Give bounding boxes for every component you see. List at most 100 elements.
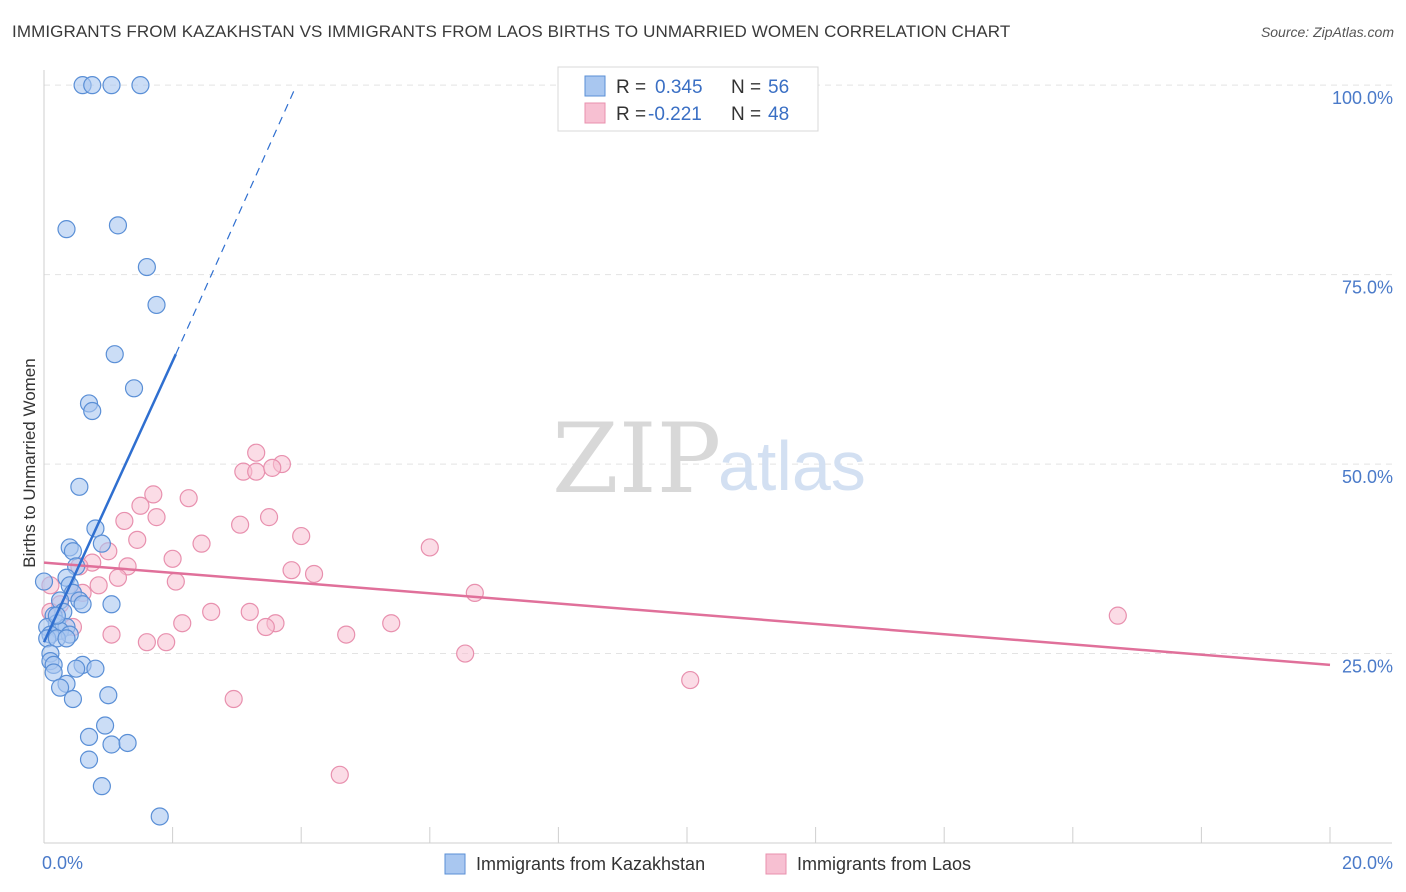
data-point-kazakhstan [102, 595, 121, 614]
data-point-kazakhstan [63, 542, 83, 561]
data-point-kazakhstan [34, 572, 54, 591]
tick-labels: 25.0% 50.0% 75.0% 100.0% 0.0% 20.0% [42, 88, 1393, 873]
data-point-laos [166, 572, 185, 591]
data-point-kazakhstan [118, 733, 137, 753]
legend-swatch-laos [584, 102, 606, 124]
data-point-laos [681, 670, 700, 690]
bottom-legend-label-laos: Immigrants from Laos [797, 854, 971, 874]
data-point-kazakhstan [44, 663, 63, 682]
data-point-kazakhstan [92, 534, 111, 553]
data-point-laos [304, 564, 324, 584]
data-point-laos [144, 485, 163, 504]
data-point-laos [131, 496, 150, 515]
trend-line-laos [43, 561, 1331, 667]
data-point-laos [157, 633, 176, 652]
data-point-kazakhstan [57, 629, 76, 648]
legend-n-label-kazakhstan: N = [731, 77, 761, 98]
data-point-laos [179, 489, 198, 508]
data-point-laos [247, 443, 266, 462]
data-point-kazakhstan [99, 686, 118, 705]
legend-r-label-kazakhstan: R = [616, 77, 646, 98]
data-point-kazakhstan [137, 257, 156, 277]
data-point-laos [147, 508, 166, 527]
data-point-kazakhstan [131, 76, 150, 95]
data-point-kazakhstan [73, 595, 92, 614]
data-point-laos [102, 625, 121, 644]
x-tick-label: 0.0% [42, 853, 83, 873]
data-point-kazakhstan [92, 777, 111, 796]
data-point-kazakhstan [105, 345, 124, 364]
data-point-laos [456, 644, 475, 663]
chart-title: IMMIGRANTS FROM KAZAKHSTAN VS IMMIGRANTS… [12, 22, 1011, 41]
series-kazakhstan [34, 76, 169, 826]
data-point-kazakhstan [147, 295, 166, 315]
data-point-laos [465, 583, 484, 603]
data-point-laos [282, 561, 301, 580]
data-point-kazakhstan [63, 689, 83, 709]
data-point-laos [128, 530, 147, 549]
axes [43, 70, 1392, 844]
y-axis-title: Births to Unmarried Women [20, 358, 39, 567]
data-point-kazakhstan [83, 76, 102, 95]
data-point-laos [292, 526, 311, 546]
data-point-laos [224, 689, 243, 709]
data-point-laos [1108, 606, 1127, 625]
data-point-laos [163, 549, 182, 568]
data-point-laos [89, 576, 108, 595]
data-point-kazakhstan [57, 220, 76, 239]
legend: R = 0.345 N = 56 R = -0.221 N = 48 [557, 66, 819, 132]
source-note: Source: ZipAtlas.com [1260, 24, 1394, 40]
data-point-kazakhstan [124, 379, 144, 398]
data-point-laos [192, 534, 211, 553]
data-point-laos [247, 462, 266, 481]
data-point-laos [330, 765, 349, 784]
grid-lines [44, 84, 1392, 655]
data-point-laos [115, 511, 134, 531]
data-point-kazakhstan [79, 727, 99, 747]
data-point-laos [420, 538, 439, 557]
y-tick-label: 100.0% [1332, 88, 1393, 108]
data-point-kazakhstan [70, 477, 89, 496]
data-point-kazakhstan [95, 716, 115, 735]
data-point-kazakhstan [67, 659, 86, 678]
legend-r-value-laos: -0.221 [648, 104, 702, 125]
bottom-legend-swatch-kazakhstan [444, 853, 466, 875]
data-point-kazakhstan [79, 750, 99, 769]
data-point-laos [240, 602, 259, 621]
legend-n-value-kazakhstan: 56 [768, 77, 789, 98]
watermark: ZIP atlas [552, 403, 866, 515]
trend-line-kazakhstan-extension [175, 88, 296, 355]
data-point-laos [259, 508, 279, 527]
data-point-kazakhstan [50, 678, 70, 697]
bottom-legend: Immigrants from Kazakhstan Immigrants fr… [444, 853, 971, 875]
data-point-laos [108, 568, 128, 587]
data-point-laos [263, 458, 282, 477]
legend-n-label-laos: N = [731, 104, 761, 125]
data-point-kazakhstan [108, 216, 128, 235]
data-point-kazakhstan [150, 807, 169, 826]
data-point-laos [137, 633, 156, 652]
data-point-kazakhstan [86, 659, 105, 678]
trend-lines [42, 88, 1331, 667]
trend-line-kazakhstan [42, 353, 177, 643]
y-tick-label: 75.0% [1342, 278, 1393, 298]
data-point-laos [337, 625, 356, 644]
watermark-zip: ZIP [552, 403, 721, 515]
legend-r-label-laos: R = [616, 104, 646, 125]
legend-n-value-laos: 48 [768, 104, 789, 125]
data-point-kazakhstan [102, 735, 121, 754]
data-point-kazakhstan [102, 76, 121, 95]
data-point-laos [382, 614, 401, 633]
data-point-laos [256, 617, 275, 637]
bottom-legend-label-kazakhstan: Immigrants from Kazakhstan [476, 854, 705, 874]
bottom-legend-swatch-laos [765, 853, 787, 875]
watermark-atlas: atlas [718, 427, 866, 505]
data-point-laos [173, 614, 192, 633]
data-point-kazakhstan [83, 401, 102, 421]
x-tick-label: 20.0% [1342, 853, 1393, 873]
legend-swatch-kazakhstan [584, 75, 606, 97]
y-tick-label: 50.0% [1342, 467, 1393, 487]
legend-r-value-kazakhstan: 0.345 [655, 77, 703, 98]
data-point-laos [231, 515, 250, 534]
